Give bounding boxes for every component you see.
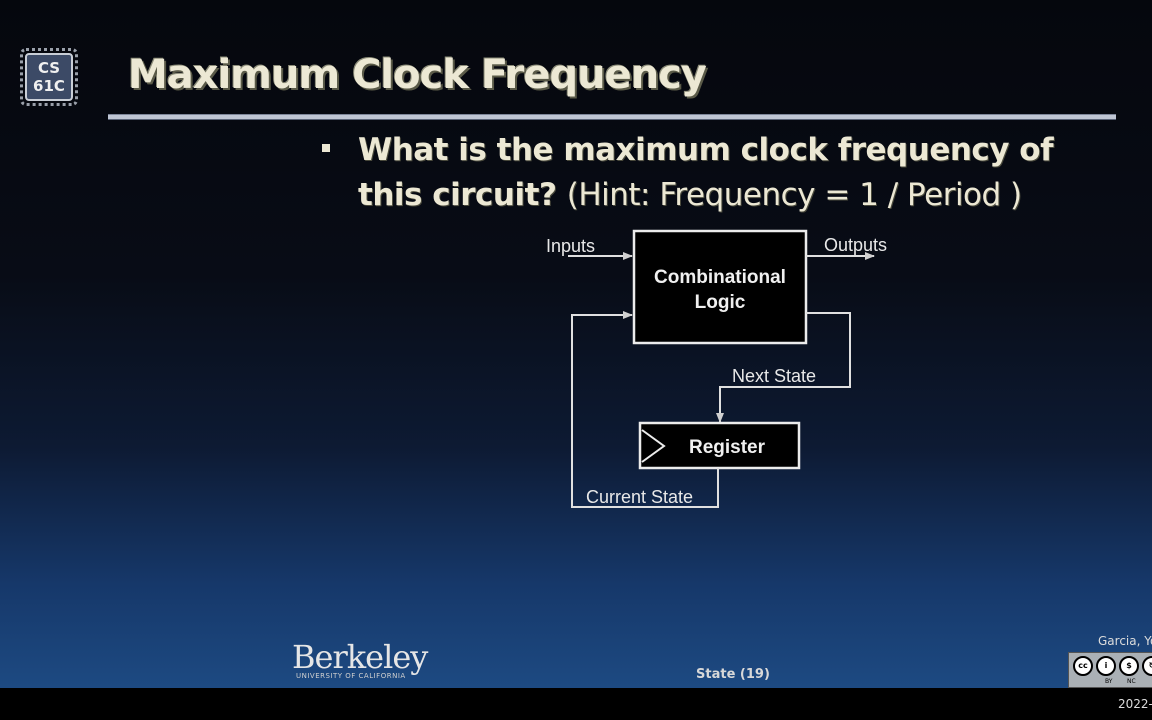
combinational-logic-box [632,229,808,345]
next-state-label: Next State [732,366,816,386]
register-box [638,421,801,470]
bullet-text: What is the maximum clock frequency of t… [358,128,1078,218]
bullet-hint: (Hint: Frequency = 1 / Period ) [566,177,1022,213]
attribution-icon: i [1096,656,1116,676]
register-label: Register [689,437,766,458]
current-state-wire [571,311,719,508]
cc-icon: cc [1073,656,1093,676]
bullet-question: What is the maximum clock frequency of t… [358,132,1054,213]
circuit-diagram: Inputs Outputs Combinational Logic Next … [546,229,887,508]
next-state-wire [716,312,851,423]
cc-license-badge: cc i $ ↻ BY NC [1068,652,1152,688]
current-state-label: Current State [586,487,693,507]
year-text: 2022- [1118,697,1152,711]
noncommercial-icon: $ [1119,656,1139,676]
logo-line-2: 61C [33,77,65,95]
by-label: BY [1105,678,1113,685]
authors-text: Garcia, Yo [1098,634,1152,648]
berkeley-logo: Berkeley [292,638,428,676]
bottom-letterbox [0,688,1152,720]
clock-triangle-icon [641,429,666,463]
slide: CS 61C Maximum Clock Frequency What is t… [0,0,1152,688]
bullet-square-icon [322,144,330,152]
cs61c-logo: CS 61C [20,48,78,106]
comb-logic-label-1: Combinational [654,267,786,288]
berkeley-logo-subtitle: UNIVERSITY OF CALIFORNIA [296,672,406,680]
logo-line-1: CS [37,59,61,77]
nc-label: NC [1127,678,1136,685]
outputs-label: Outputs [824,235,887,255]
page-number: State (19) [696,667,770,682]
comb-logic-label-2: Logic [695,292,746,313]
inputs-label: Inputs [546,236,595,256]
sharealike-icon: ↻ [1142,656,1152,676]
slide-title: Maximum Clock Frequency [128,52,707,98]
title-divider [108,114,1116,120]
